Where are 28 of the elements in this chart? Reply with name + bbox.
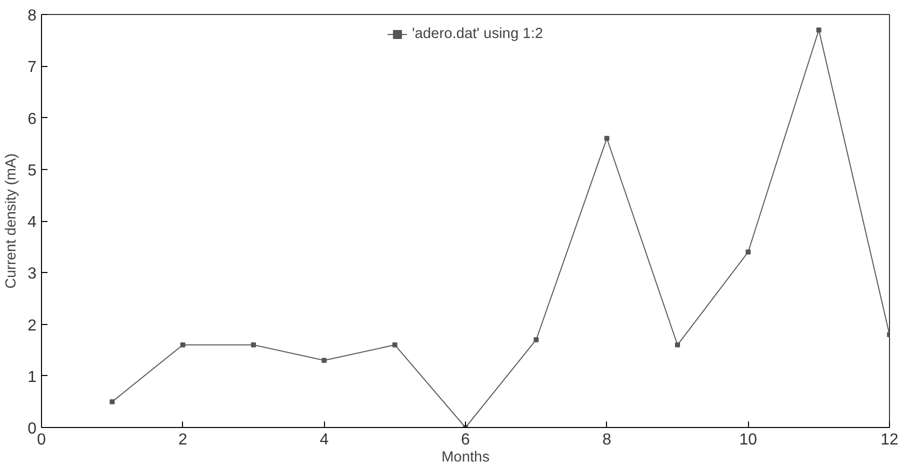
x-tick-label: 8 xyxy=(602,432,612,448)
point xyxy=(180,342,186,348)
point xyxy=(322,358,327,363)
y-axis-title: Current density (mA) xyxy=(4,153,20,289)
point xyxy=(392,342,398,348)
x-tick-label: 4 xyxy=(320,432,329,448)
point xyxy=(675,342,680,348)
y-tick-label: 8 xyxy=(28,8,37,24)
y-tick-label: 3 xyxy=(28,266,37,283)
legend-label: 'adero.dat' using 1:2 xyxy=(412,26,544,42)
y-tick-label: 7 xyxy=(28,59,37,76)
x-axis-title: Months xyxy=(441,450,490,466)
y-tick-label: 4 xyxy=(28,214,37,231)
y-tick-label: 5 xyxy=(28,162,37,180)
x-tick-label: 10 xyxy=(739,432,758,448)
point xyxy=(604,136,610,141)
x-tick-label: 2 xyxy=(178,432,188,448)
y-tick-label: 2 xyxy=(28,317,37,334)
point xyxy=(534,337,539,342)
x-tick-label: 6 xyxy=(461,432,470,448)
y-tick-label: 6 xyxy=(28,110,37,128)
x-tick-label: 12 xyxy=(880,432,898,448)
y-tick-label: 0 xyxy=(28,420,37,438)
point xyxy=(251,342,256,348)
point xyxy=(110,399,115,404)
y-tick-label: 1 xyxy=(28,368,37,386)
point xyxy=(816,27,822,32)
point xyxy=(746,249,751,254)
